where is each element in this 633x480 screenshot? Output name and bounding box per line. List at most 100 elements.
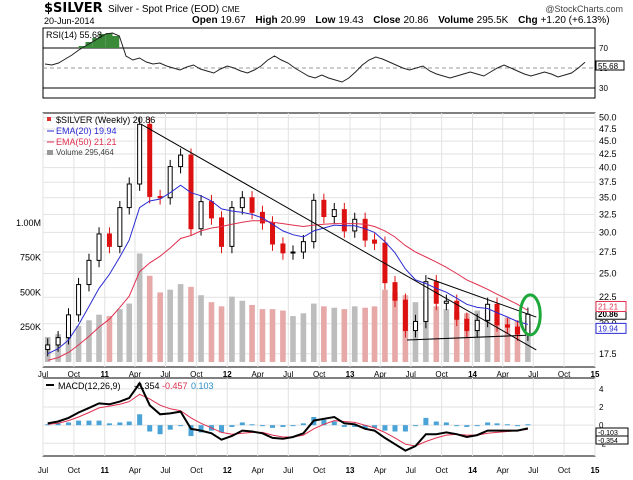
ema50-line — [47, 220, 529, 361]
trendline-main — [141, 123, 537, 351]
price-candle — [392, 282, 398, 301]
volume-value: 295.5K — [476, 15, 509, 26]
macd-histogram-bar — [412, 425, 418, 427]
macd-line — [47, 381, 529, 452]
price-tick-label: 42.5 — [599, 149, 617, 159]
volume-legend-swatch — [47, 150, 53, 155]
price-candle — [341, 209, 347, 232]
exchange-label: CME — [221, 5, 240, 14]
volume-bar — [514, 320, 521, 362]
x-tick-label: Apr — [374, 466, 387, 475]
volume-bar — [494, 314, 500, 362]
rsi-line — [44, 32, 586, 83]
x-tick-label: Apr — [129, 370, 142, 379]
volume-bar — [117, 309, 123, 362]
x-tick-label: Jul — [406, 370, 416, 379]
volume-bar — [300, 313, 307, 362]
volume-bar — [290, 316, 296, 362]
volume-bar — [321, 306, 327, 362]
price-candle — [454, 300, 460, 320]
x-tick-label: Jul — [528, 370, 538, 379]
macd-histogram-bar — [504, 424, 510, 426]
volume-bar — [157, 292, 163, 362]
rsi-overbought-fill — [105, 33, 113, 48]
macd-histogram-bar — [117, 422, 123, 426]
change-label: Chg — [518, 15, 538, 26]
price-candle — [514, 326, 520, 335]
macd-histogram-bar — [454, 425, 460, 427]
price-candle — [494, 303, 500, 326]
macd-histogram-bar — [55, 423, 61, 426]
rsi-overbought-fill — [85, 42, 93, 48]
x-tick-label: Jul — [406, 466, 416, 475]
volume-bar — [382, 289, 388, 362]
breakout-ellipse — [518, 293, 542, 337]
price-candle — [485, 303, 491, 321]
x-tick-label: 15 — [591, 370, 600, 379]
price-candle — [208, 201, 214, 219]
chart-date: 20-Jun-2014 — [44, 16, 95, 26]
rsi-value-tag — [595, 60, 625, 71]
volume-readout: Volume 295.5K — [438, 15, 508, 26]
macd-histogram-bar — [219, 425, 225, 433]
volume-bar — [86, 320, 92, 362]
x-tick-label: Jul — [283, 466, 293, 475]
volume-bar — [269, 309, 276, 362]
volume-bar — [75, 325, 82, 362]
macd-histogram-bar — [372, 425, 378, 428]
rsi-panel: RSI(14) 55.68 705030 55.68 — [42, 27, 625, 99]
volume-bar — [218, 306, 225, 362]
price-y-axis: 50.0 47.5 45.0 42.5 40.0 37.5 35.0 32.5 30.0 27.5… — [599, 112, 617, 358]
volume-tick-label: 1.00M — [16, 218, 41, 228]
macd-histogram-bar — [96, 420, 102, 426]
x-tick-label: Oct — [190, 370, 203, 379]
volume-bar — [453, 311, 460, 362]
price-tick-label: 45.0 — [599, 136, 617, 146]
volume-bar — [96, 314, 102, 362]
macd-histogram-bar — [321, 419, 327, 426]
volume-bar — [433, 306, 440, 362]
macd-histogram-bar — [341, 425, 347, 427]
price-candle — [167, 166, 173, 199]
macd-histogram-bar — [423, 417, 429, 426]
macd-histogram-bar — [443, 422, 449, 426]
x-tick-label: Jul — [38, 466, 48, 475]
price-candle — [137, 123, 143, 185]
volume-bar — [239, 300, 246, 362]
change-readout: Chg +1.20 (+6.13%) — [518, 15, 609, 26]
x-axis-price: Jul Oct 11 Apr Jul Oct 12 Apr Jul Oct 13 Apr Jul Oct 1… — [38, 370, 600, 379]
open-label: Open — [192, 15, 218, 26]
price-candle — [45, 344, 51, 350]
x-tick-label: 14 — [468, 370, 477, 379]
price-candle — [126, 183, 132, 209]
volume-bar — [249, 304, 255, 362]
macd-tick-label: 4 — [599, 385, 604, 394]
volume-label: Volume — [438, 15, 474, 26]
rsi-fills — [78, 33, 120, 48]
close-value: 20.86 — [403, 15, 429, 26]
macd-histogram-bar — [514, 425, 520, 427]
price-tick-label: 50.0 — [599, 112, 617, 122]
open-value: 19.67 — [220, 15, 246, 26]
volume-y-axis: 1.00M 750K 500K 250K — [16, 218, 41, 332]
macd-hist-value: 0.103 — [191, 381, 214, 391]
macd-value-tag-text: -0.354 — [598, 438, 618, 445]
macd-histogram-bar — [178, 425, 184, 427]
price-candle — [86, 259, 92, 286]
x-tick-label: Oct — [68, 370, 81, 379]
rsi-overbought-fill — [78, 46, 86, 48]
volume-bar — [208, 302, 215, 362]
price-candle — [412, 320, 418, 332]
low-label: Low — [315, 15, 336, 26]
price-panel: 50.0 47.5 45.0 42.5 40.0 37.5 35.0 32.5 30.0 27.5… — [16, 112, 627, 368]
price-tick-label: 35.0 — [599, 193, 617, 203]
macd-histogram-bar — [270, 425, 276, 428]
volume-bar — [504, 317, 511, 362]
rsi-overbought-fill — [99, 34, 106, 48]
x-tick-label: Oct — [190, 466, 203, 475]
macd-histogram-bar — [126, 421, 132, 426]
price-candle — [239, 197, 245, 209]
macd-histogram-bar — [259, 425, 265, 427]
macd-histogram-bar — [290, 425, 296, 427]
volume-bar — [65, 331, 72, 362]
